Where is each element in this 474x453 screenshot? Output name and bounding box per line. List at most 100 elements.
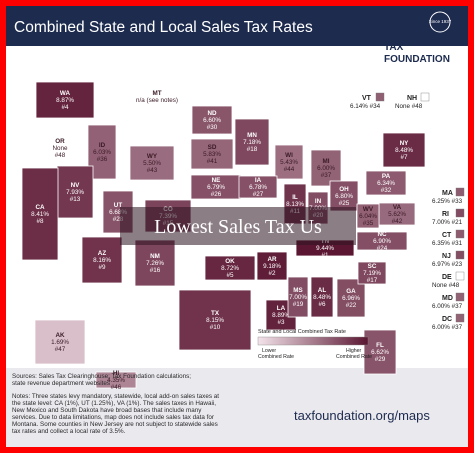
notes-line: New Mexico and South Dakota have broad b… — [12, 407, 202, 414]
overlay-text: Lowest Sales Tax Us — [154, 216, 322, 238]
ne-swatch — [375, 92, 385, 102]
ne-value: 6.25% #33 — [432, 198, 463, 205]
ne-swatch — [455, 229, 465, 239]
state-abbr: WI — [285, 152, 293, 159]
state-rank: #5 — [226, 272, 234, 279]
state-shape — [274, 144, 304, 180]
state-shape — [95, 371, 137, 389]
state-rate: 8.89% — [272, 312, 290, 319]
state-rank: #44 — [284, 166, 295, 173]
state-rank: #43 — [147, 167, 158, 174]
state-rate: 7.18% — [243, 139, 261, 146]
state-abbr: SD — [208, 144, 217, 151]
notes-line: Notes: Three states levy mandatory, stat… — [12, 393, 219, 400]
state-abbr: ND — [207, 110, 217, 117]
footer-text: Sources: Sales Tax Clearinghouse; Tax Fo… — [12, 373, 219, 435]
legend-high: Combined Rate — [336, 354, 372, 360]
state-rank: #25 — [339, 200, 350, 207]
state-shape — [134, 239, 176, 287]
state-shape — [190, 174, 242, 200]
legend-high: Higher — [346, 348, 362, 354]
state-abbr: WY — [147, 153, 158, 160]
state-rank: #27 — [253, 191, 264, 198]
state-abbr: IA — [255, 177, 262, 184]
state-abbr: VA — [393, 204, 402, 211]
state-shape — [357, 261, 387, 285]
state-abbr: NE — [212, 177, 221, 184]
state-shape — [35, 81, 95, 119]
state-rate: 6.03% — [93, 149, 111, 156]
state-abbr: WA — [60, 90, 71, 97]
state-abbr: MT — [152, 90, 161, 97]
ne-value: 6.14% #34 — [350, 103, 381, 110]
overlay-band — [120, 207, 356, 245]
state-rate: 8.72% — [221, 265, 239, 272]
state-rank: #28 — [113, 216, 124, 223]
state-rate: 8.41% — [31, 211, 49, 218]
state-rank: #26 — [211, 191, 222, 198]
state-abbr: UT — [114, 202, 123, 209]
state-rate: 6.34% — [377, 180, 395, 187]
state-shape — [191, 105, 233, 135]
state-shape — [256, 251, 288, 281]
state-rate: 7.19% — [363, 270, 381, 277]
state-rate: 6.04% — [359, 213, 377, 220]
state-rank: #22 — [346, 302, 357, 309]
state-abbr: CA — [35, 204, 45, 211]
state-rank: #30 — [207, 124, 218, 131]
state-rate: 7.00% — [289, 294, 307, 301]
logo-foundation: FOUNDATION — [384, 54, 450, 65]
ne-value: None #48 — [395, 103, 423, 110]
ne-swatch — [455, 187, 465, 197]
state-shape — [382, 132, 426, 168]
state-shape — [363, 329, 397, 375]
notes-line: the state level: CA (1%), UT (1.25%), VA… — [12, 400, 216, 407]
ne-abbr: MD — [442, 295, 453, 302]
state-rate: 8.15% — [206, 317, 224, 324]
state-abbr: WV — [363, 206, 374, 213]
state-rank: #1 — [321, 252, 329, 259]
state-abbr: HI — [113, 370, 120, 377]
ne-swatch — [455, 292, 465, 302]
state-rate: 8.87% — [56, 97, 74, 104]
state-rank: #9 — [98, 264, 106, 271]
state-rank: #19 — [293, 301, 304, 308]
ne-swatch — [455, 313, 465, 323]
state-rate: n/a (see notes) — [136, 97, 178, 104]
state-abbr: MS — [293, 287, 302, 294]
state-rank: #42 — [392, 218, 403, 225]
state-rate: 6.60% — [203, 117, 221, 124]
state-shape — [310, 149, 342, 187]
state-rate: 5.43% — [280, 159, 298, 166]
state-abbr: AR — [267, 256, 277, 263]
state-rate: 8.48% — [313, 294, 331, 301]
notes-line: services. Due to data limitations, map d… — [12, 414, 214, 421]
state-shape — [234, 118, 270, 166]
state-rate: None — [52, 145, 68, 152]
logo-since: Since 1937 — [429, 19, 452, 24]
state-rate: 7.93% — [66, 189, 84, 196]
ne-abbr: CT — [442, 232, 452, 239]
state-shape — [129, 145, 175, 181]
legend-low: Combined Rate — [258, 354, 294, 360]
state-rank: #18 — [247, 146, 258, 153]
state-rate: 5.50% — [143, 160, 161, 167]
state-rate: 7.26% — [146, 260, 164, 267]
legend-low: Lower — [262, 348, 276, 354]
state-rank: #29 — [375, 356, 386, 363]
ne-value: None #48 — [432, 282, 460, 289]
state-abbr: SC — [368, 263, 377, 270]
state-shape — [365, 170, 407, 196]
state-rank: #32 — [381, 187, 392, 194]
state-abbr: NC — [377, 231, 387, 238]
state-shape — [356, 203, 380, 229]
state-rank: #16 — [150, 267, 161, 274]
state-rank: #24 — [377, 245, 388, 252]
legend-bar — [257, 336, 369, 346]
state-rank: #17 — [367, 277, 378, 284]
state-rank: #3 — [277, 319, 285, 326]
state-abbr: AK — [55, 332, 65, 339]
ne-value: 7.00% #21 — [432, 219, 463, 226]
state-rank: #4 — [61, 104, 69, 111]
logo-tax: TAX — [384, 42, 404, 53]
